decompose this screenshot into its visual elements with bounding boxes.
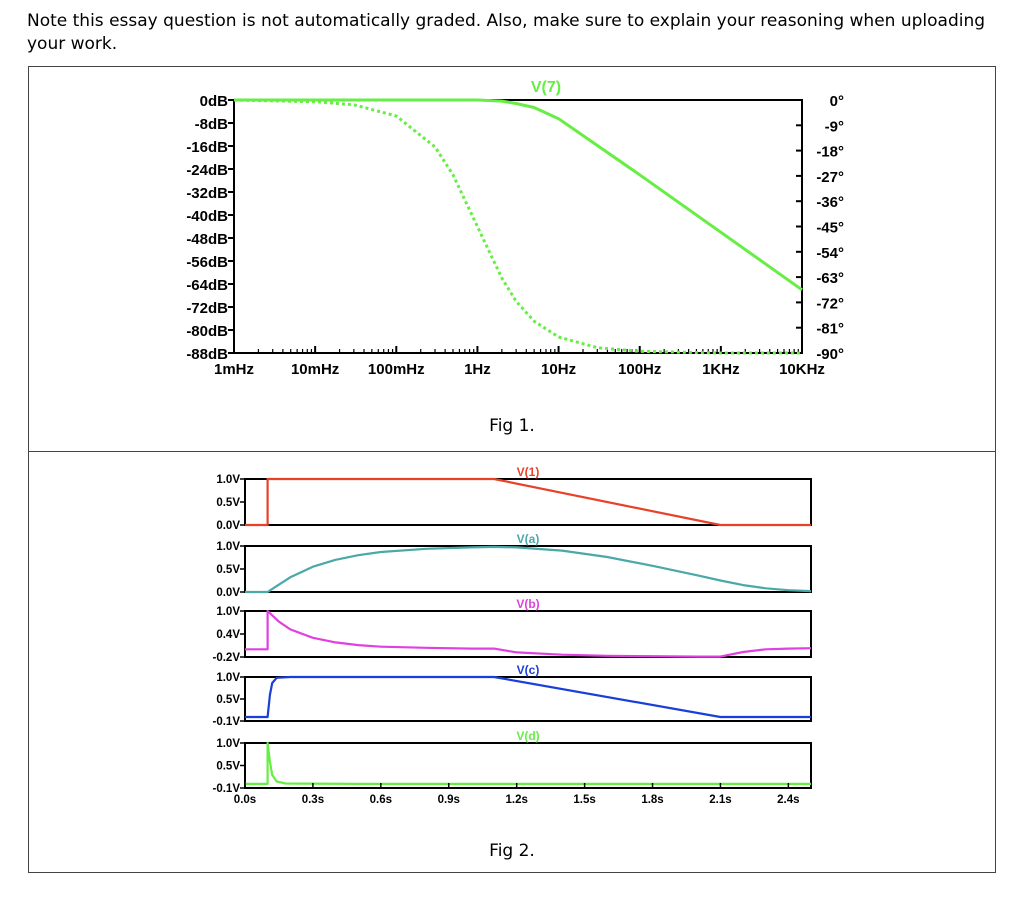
y-tick-label: -0.1V <box>213 716 241 728</box>
y2-tick-label: -27° <box>816 169 844 186</box>
y2-tick-label: -72° <box>816 295 844 312</box>
figure-2-caption: Fig 2. <box>489 841 535 861</box>
y-tick-label: 0.5V <box>216 497 240 509</box>
trace-title-va: V(a) <box>517 532 540 546</box>
y-tick-label: 0.5V <box>216 694 240 706</box>
x-tick-label: 0.6s <box>370 794 392 806</box>
trace-title-v7: V(7) <box>531 79 561 96</box>
y2-tick-label: -63° <box>816 270 844 287</box>
y-tick-label: -80dB <box>186 323 228 340</box>
x-tick-label: 2.1s <box>709 794 731 806</box>
x-tick-label: 1Hz <box>464 361 491 378</box>
y-tick-label: -64dB <box>186 277 228 294</box>
y-tick-label: -8dB <box>195 116 229 133</box>
trace-title-vc: V(c) <box>517 663 540 677</box>
y-tick-label: 0.5V <box>216 564 240 576</box>
plot-frame <box>233 99 803 354</box>
figure-1-panel: 0dB -8dB -16dB -24dB -32dB -40dB -48dB -56dB -64… <box>28 66 996 452</box>
y-tick-label: -0.2V <box>213 652 241 664</box>
y-tick-label: 1.0V <box>216 474 240 486</box>
x-tick-label: 100Hz <box>618 361 661 378</box>
y2-tick-label: -9° <box>825 118 844 135</box>
y2-tick-label: -36° <box>816 194 844 211</box>
trace-vd <box>245 741 811 785</box>
y2-tick-label: -90° <box>816 346 844 363</box>
x-tick-label: 2.4s <box>777 794 799 806</box>
y-tick-label: -24dB <box>186 162 228 179</box>
panel-frame <box>244 610 812 658</box>
y-tick-label: -56dB <box>186 254 228 271</box>
y-tick-label: 1.0V <box>216 738 240 750</box>
bode-plot: 0dB -8dB -16dB -24dB -32dB -40dB -48dB -56dB -64… <box>186 79 844 378</box>
x-tick-label: 0.0s <box>234 794 256 806</box>
question-note: Note this essay question is not automati… <box>27 11 986 54</box>
trace-vb <box>245 609 812 658</box>
transient-plot: 1.0V 0.5V 0.0V V(1) 1.0V 0.5V 0.0V V(a) 1.0V 0.4V… <box>213 465 812 806</box>
y-tick-label: 0.0V <box>216 520 240 532</box>
x-tick-label: 1KHz <box>702 361 740 378</box>
y-tick-label: -16dB <box>186 139 228 156</box>
y2-tick-label: 0° <box>830 93 844 110</box>
x-tick-label: 100mHz <box>368 361 425 378</box>
y-tick-label: 1.0V <box>216 672 240 684</box>
panel-frame <box>244 742 812 789</box>
trace-title-vd: V(d) <box>516 729 539 743</box>
y-tick-label: -40dB <box>186 208 228 225</box>
y2-tick-label: -18° <box>816 144 844 161</box>
y-tick-label: -0.1V <box>213 783 241 795</box>
figure-1-caption: Fig 1. <box>489 416 535 436</box>
trace-vc <box>245 675 811 719</box>
y-tick-label: -48dB <box>186 231 228 248</box>
y-tick-label: 0dB <box>200 93 229 110</box>
y-tick-label: 0.4V <box>216 629 240 641</box>
x-tick-label: 1mHz <box>214 361 254 378</box>
y-tick-label: 1.0V <box>216 541 240 553</box>
y-tick-label: 0.5V <box>216 761 240 773</box>
y2-tick-label: -54° <box>816 245 844 262</box>
phase-trace <box>233 98 802 355</box>
figure-2-panel: 1.0V 0.5V 0.0V V(1) 1.0V 0.5V 0.0V V(a) 1.0V 0.4V… <box>28 451 996 873</box>
y-tick-label: -88dB <box>186 346 228 363</box>
trace-title-v1: V(1) <box>517 465 540 479</box>
x-tick-label: 1.5s <box>573 794 595 806</box>
y-tick-label: 1.0V <box>216 606 240 618</box>
y-tick-label: -72dB <box>186 300 228 317</box>
y-tick-label: -32dB <box>186 185 228 202</box>
x-tick-label: 10Hz <box>541 361 576 378</box>
trace-title-vb: V(b) <box>516 597 539 611</box>
x-tick-label: 10mHz <box>291 361 339 378</box>
y2-tick-label: -45° <box>816 220 844 237</box>
y2-tick-label: -81° <box>816 321 844 338</box>
x-tick-label: 1.8s <box>641 794 663 806</box>
panel-frame <box>244 545 812 593</box>
x-tick-label: 0.3s <box>302 794 324 806</box>
x-tick-label: 1.2s <box>505 794 527 806</box>
x-tick-label: 10KHz <box>779 361 825 378</box>
trace-v1 <box>245 477 811 527</box>
magnitude-trace <box>234 98 803 292</box>
y-tick-label: 0.0V <box>216 587 240 599</box>
x-tick-label: 0.9s <box>438 794 460 806</box>
trace-va <box>245 545 812 594</box>
